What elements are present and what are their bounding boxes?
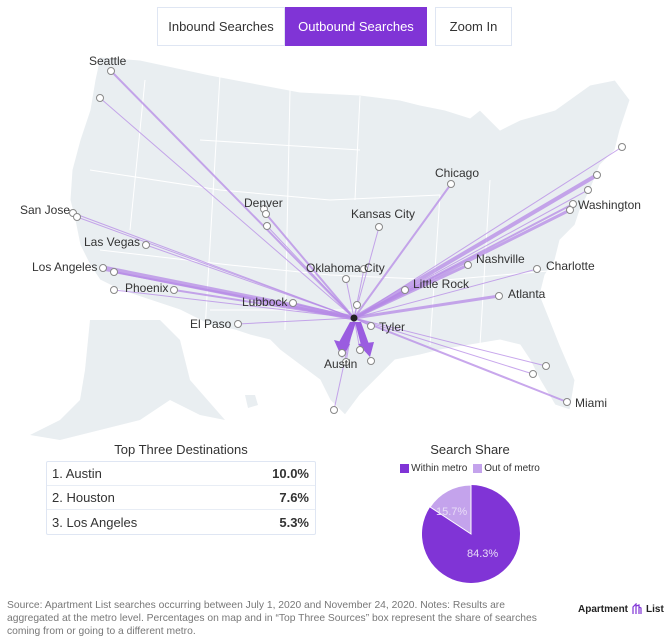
out-of-metro-swatch [473,463,483,473]
svg-text:Lubbock: Lubbock [242,295,288,309]
within-metro-swatch [400,463,410,473]
svg-text:Las Vegas: Las Vegas [84,235,140,249]
top-three-destinations: Top Three Destinations 1. Austin 10.0% 2… [46,441,316,535]
legend-within-metro[interactable]: Within metro [400,463,467,474]
legend-label: Out of metro [484,462,540,474]
logo-text-left: Apartment [578,603,629,615]
within-metro-pct-label: 84.3% [467,548,498,560]
svg-text:Chicago: Chicago [435,166,479,180]
destination-pct: 5.3% [279,514,309,530]
svg-text:Charlotte: Charlotte [546,259,595,273]
svg-text:El Paso: El Paso [190,317,232,331]
search-share-title: Search Share [430,442,510,457]
table-row: 3. Los Angeles 5.3% [47,510,315,534]
destination-city: 1. Austin [52,466,102,481]
destination-city: 2. Houston [52,490,115,505]
svg-text:Washington: Washington [578,198,641,212]
svg-text:Los Angeles: Los Angeles [32,260,97,274]
destination-city: 3. Los Angeles [52,514,138,530]
table-row: 2. Houston 7.6% [47,486,315,510]
svg-text:Oklahoma City: Oklahoma City [306,261,385,275]
pie-chart: 15.7% 84.3% [422,485,520,583]
arrow-to-houston [355,322,370,349]
city-labels: Seattle San Jose Las Vegas Los Angeles P… [20,54,641,410]
table-row: 1. Austin 10.0% [47,462,315,486]
svg-text:Nashville: Nashville [476,252,525,266]
top-three-table: 1. Austin 10.0% 2. Houston 7.6% 3. Los A… [46,461,316,535]
pie-slice-out-of-metro [429,485,472,535]
apartment-list-logo[interactable]: Apartment List [578,603,664,615]
source-note: Source: Apartment List searches occurrin… [7,600,537,637]
out-of-metro-pct-label: 15.7% [436,506,467,518]
svg-text:Miami: Miami [575,396,607,410]
map-svg: Seattle San Jose Las Vegas Los Angeles P… [20,54,641,440]
svg-text:Kansas City: Kansas City [351,207,415,221]
city-nodes [69,67,626,414]
svg-text:Phoenix: Phoenix [125,281,168,295]
svg-text:Little Rock: Little Rock [413,277,470,291]
legend-out-of-metro[interactable]: Out of metro [473,463,540,474]
flow-lines [72,70,623,411]
apartment-list-logo-icon [632,603,642,614]
tab-outbound-searches[interactable]: Outbound Searches [285,7,427,46]
zoom-in-button[interactable]: Zoom In [435,7,512,46]
top-three-title: Top Three Destinations [114,442,248,457]
search-direction-tabs: Inbound Searches Outbound Searches Zoom … [157,7,512,46]
destination-pct: 7.6% [279,490,309,505]
us-landmass [69,56,631,416]
origin-hub-dot [350,314,358,322]
svg-text:Atlanta: Atlanta [508,287,546,301]
tab-inbound-searches[interactable]: Inbound Searches [157,7,285,46]
us-flow-map[interactable]: Seattle San Jose Las Vegas Los Angeles P… [0,40,671,440]
logo-text-right: List [646,603,664,615]
pie-legend: Within metro Out of metro [380,461,560,475]
destination-pct: 10.0% [272,466,309,481]
svg-text:Tyler: Tyler [379,320,405,334]
search-share-chart: Search Share Within metro Out of metro 1… [380,441,560,583]
svg-text:Denver: Denver [244,196,283,210]
arrow-to-houston-head [358,342,374,357]
svg-text:San Jose: San Jose [20,203,70,217]
svg-text:Austin: Austin [324,357,357,371]
svg-text:Seattle: Seattle [89,54,127,68]
legend-label: Within metro [411,462,468,474]
hawaii-landmass [245,395,258,408]
alaska-landmass [30,320,225,440]
